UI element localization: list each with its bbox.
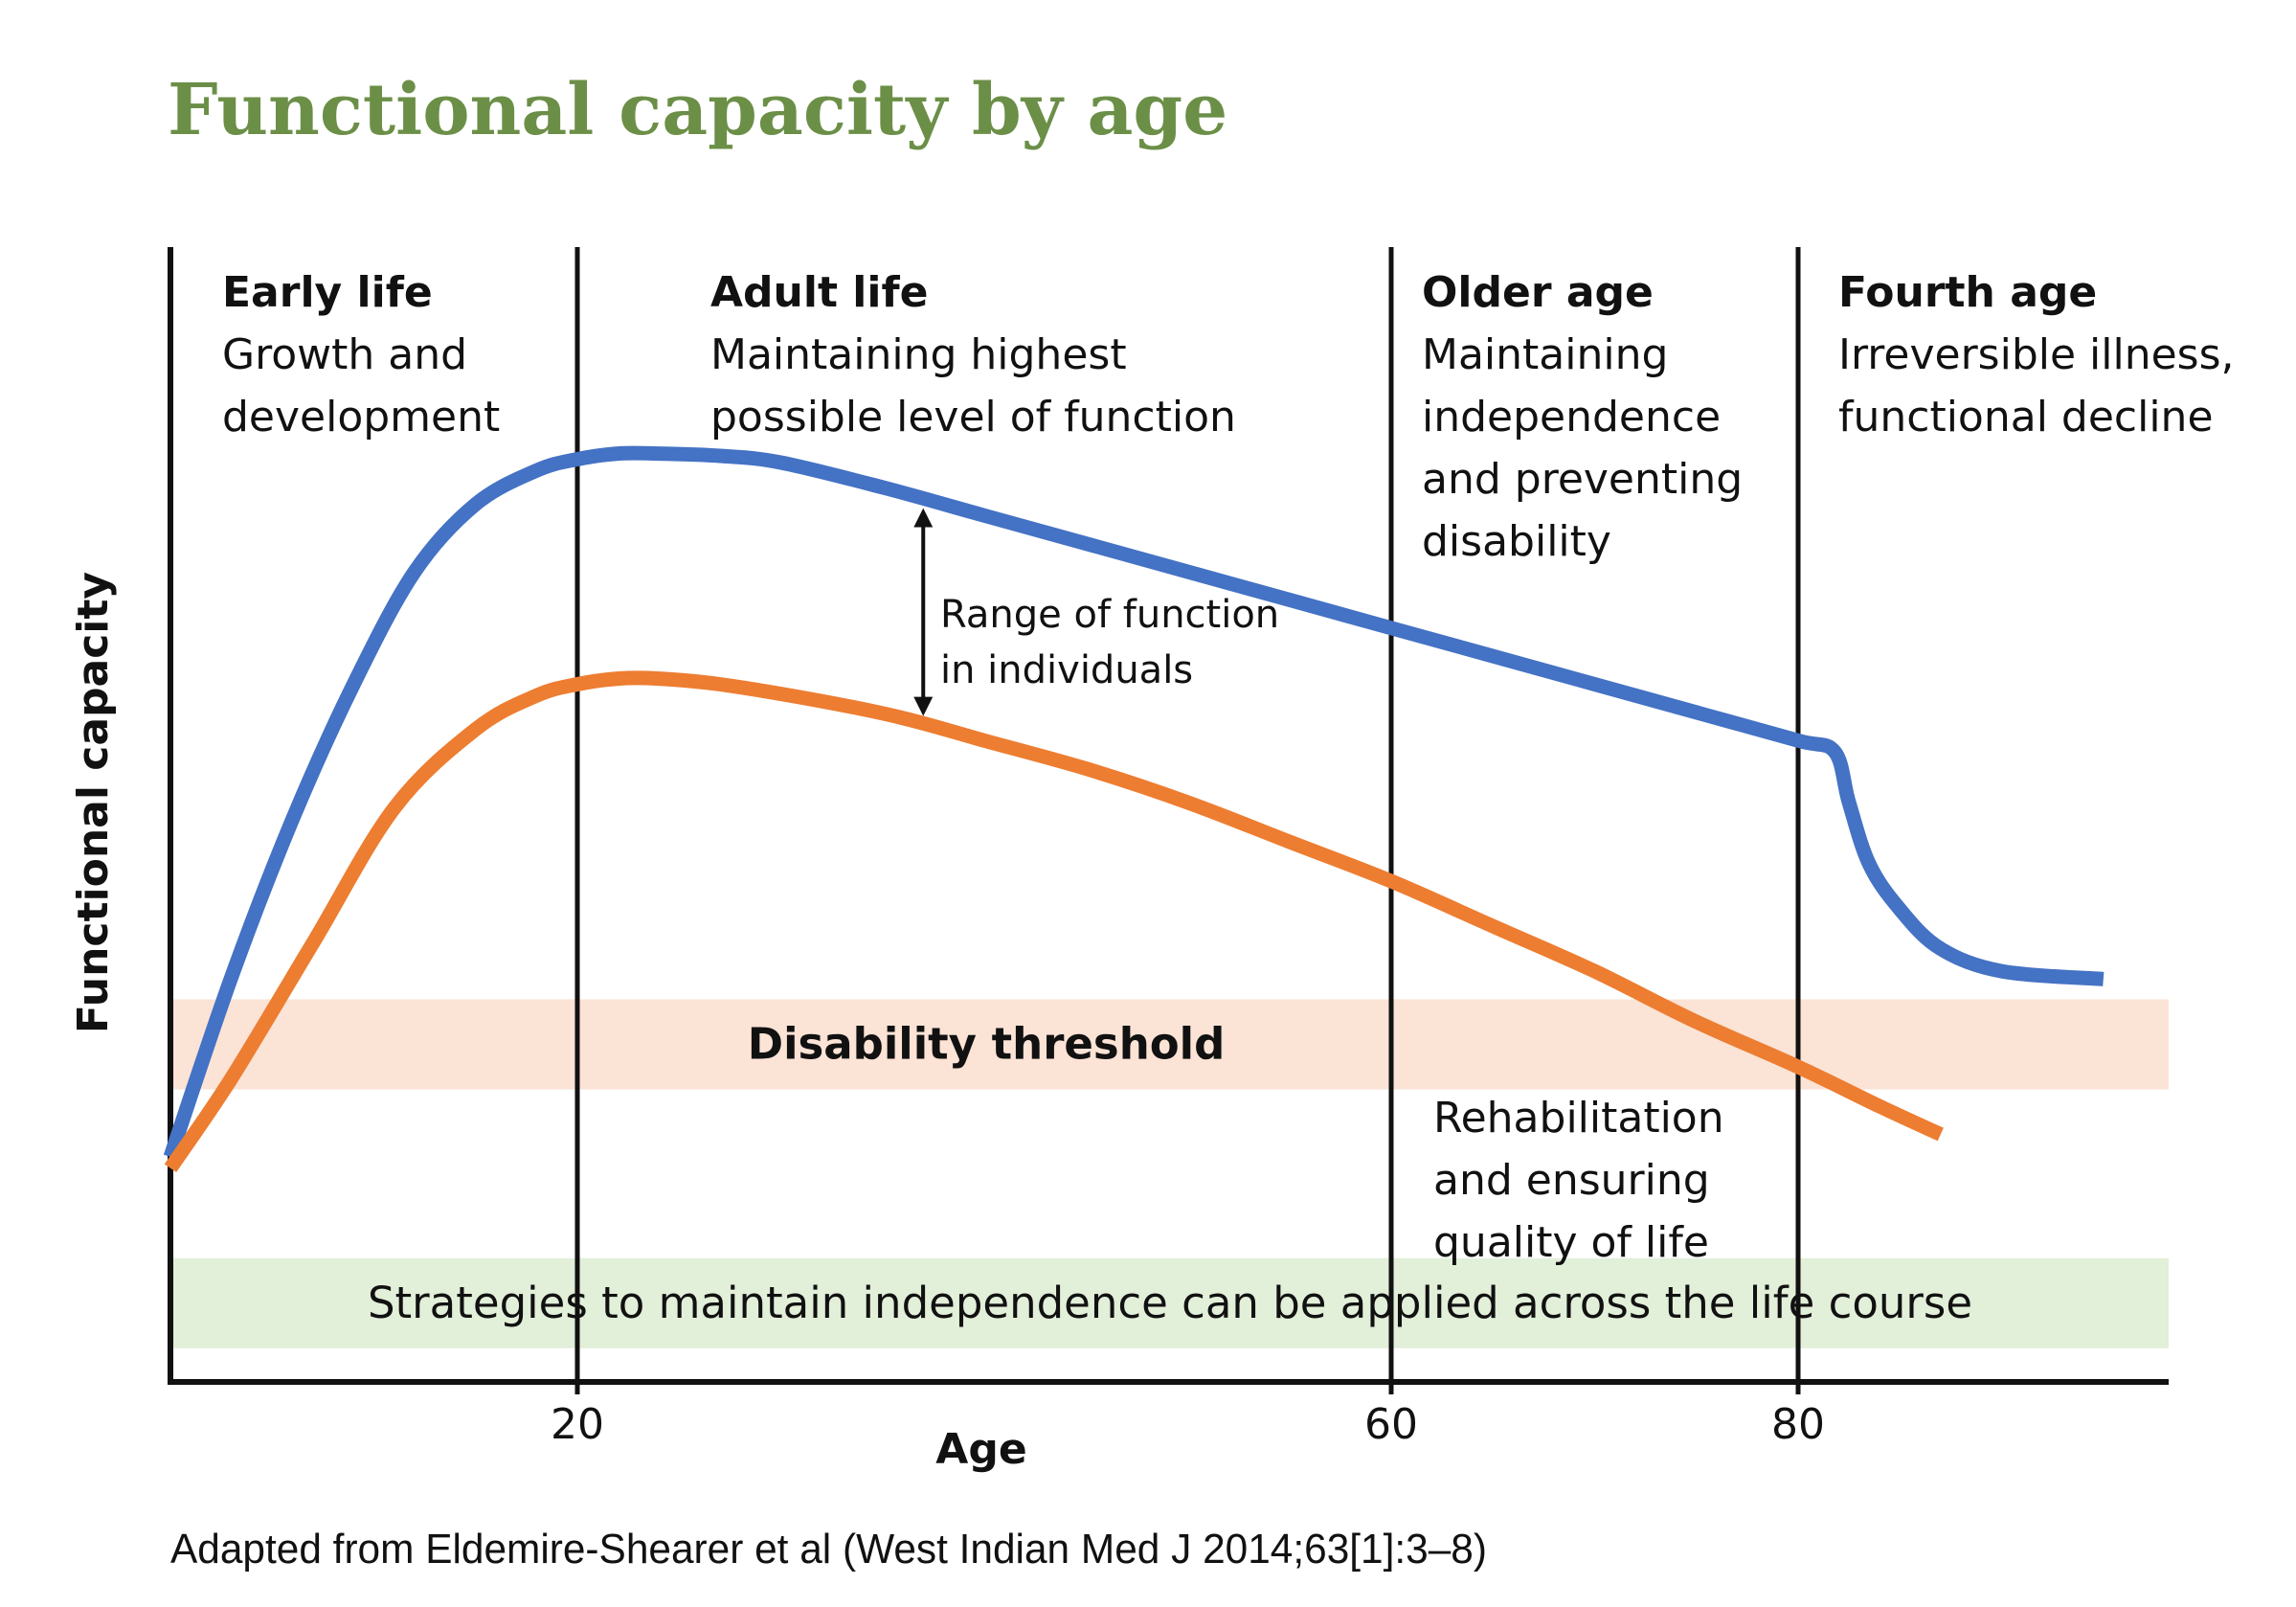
strategy-label: Strategies to maintain independence can … [368,1278,1972,1328]
phase-fourth-age-title: Fourth age [1838,268,2097,317]
x-tick-80: 80 [1771,1400,1825,1449]
x-tick-labels: 20 60 80 [551,1382,1825,1449]
rehab-annotation-line1: Rehabilitation [1433,1094,1724,1143]
phase-early-life-desc-line2: development [222,393,500,441]
phase-older-age-title: Older age [1422,268,1654,317]
phase-older-age: Older age Maintaining independence and p… [1422,268,1743,566]
x-tick-60: 60 [1364,1400,1418,1449]
disability-threshold-band [172,999,2169,1090]
range-annotation-line1: Range of function [940,593,1279,637]
phase-older-age-desc-line2: independence [1422,393,1721,441]
phase-early-life-title: Early life [222,268,433,317]
phase-fourth-age: Fourth age Irreversible illness, functio… [1838,268,2235,441]
source-caption: Adapted from Eldemire-Shearer et al (Wes… [170,1526,1487,1573]
phase-adult-life-title: Adult life [710,268,928,317]
x-tick-20: 20 [551,1400,604,1449]
upper-range-curve [163,445,2105,1160]
phase-early-life-desc-line1: Growth and [222,330,467,379]
phase-older-age-desc-line3: and preventing [1422,455,1743,504]
chart-title: Functional capacity by age [168,69,1227,151]
phase-older-age-desc-line1: Maintaining [1422,330,1668,379]
phase-adult-life-desc-line1: Maintaining highest [710,330,1127,379]
range-annotation-line2: in individuals [940,648,1193,692]
phase-early-life: Early life Growth and development [222,268,500,441]
phase-older-age-desc-line4: disability [1422,517,1611,566]
disability-threshold-label: Disability threshold [748,1019,1226,1070]
phase-adult-life-desc-line2: possible level of function [710,393,1236,441]
phase-fourth-age-desc-line2: functional decline [1838,393,2214,441]
phase-adult-life: Adult life Maintaining highest possible … [710,268,1236,441]
lower-range-curve [164,670,1944,1172]
phase-fourth-age-desc-line1: Irreversible illness, [1838,330,2235,379]
phase-dividers [574,247,1801,1382]
x-axis-label: Age [935,1425,1026,1474]
series-layer [163,445,2105,1172]
strategy-band [172,1257,2169,1348]
rehab-annotation-line2: and ensuring [1433,1156,1710,1205]
rehab-annotation-line3: quality of life [1433,1218,1709,1267]
y-axis-label: Functional capacity [69,572,118,1033]
